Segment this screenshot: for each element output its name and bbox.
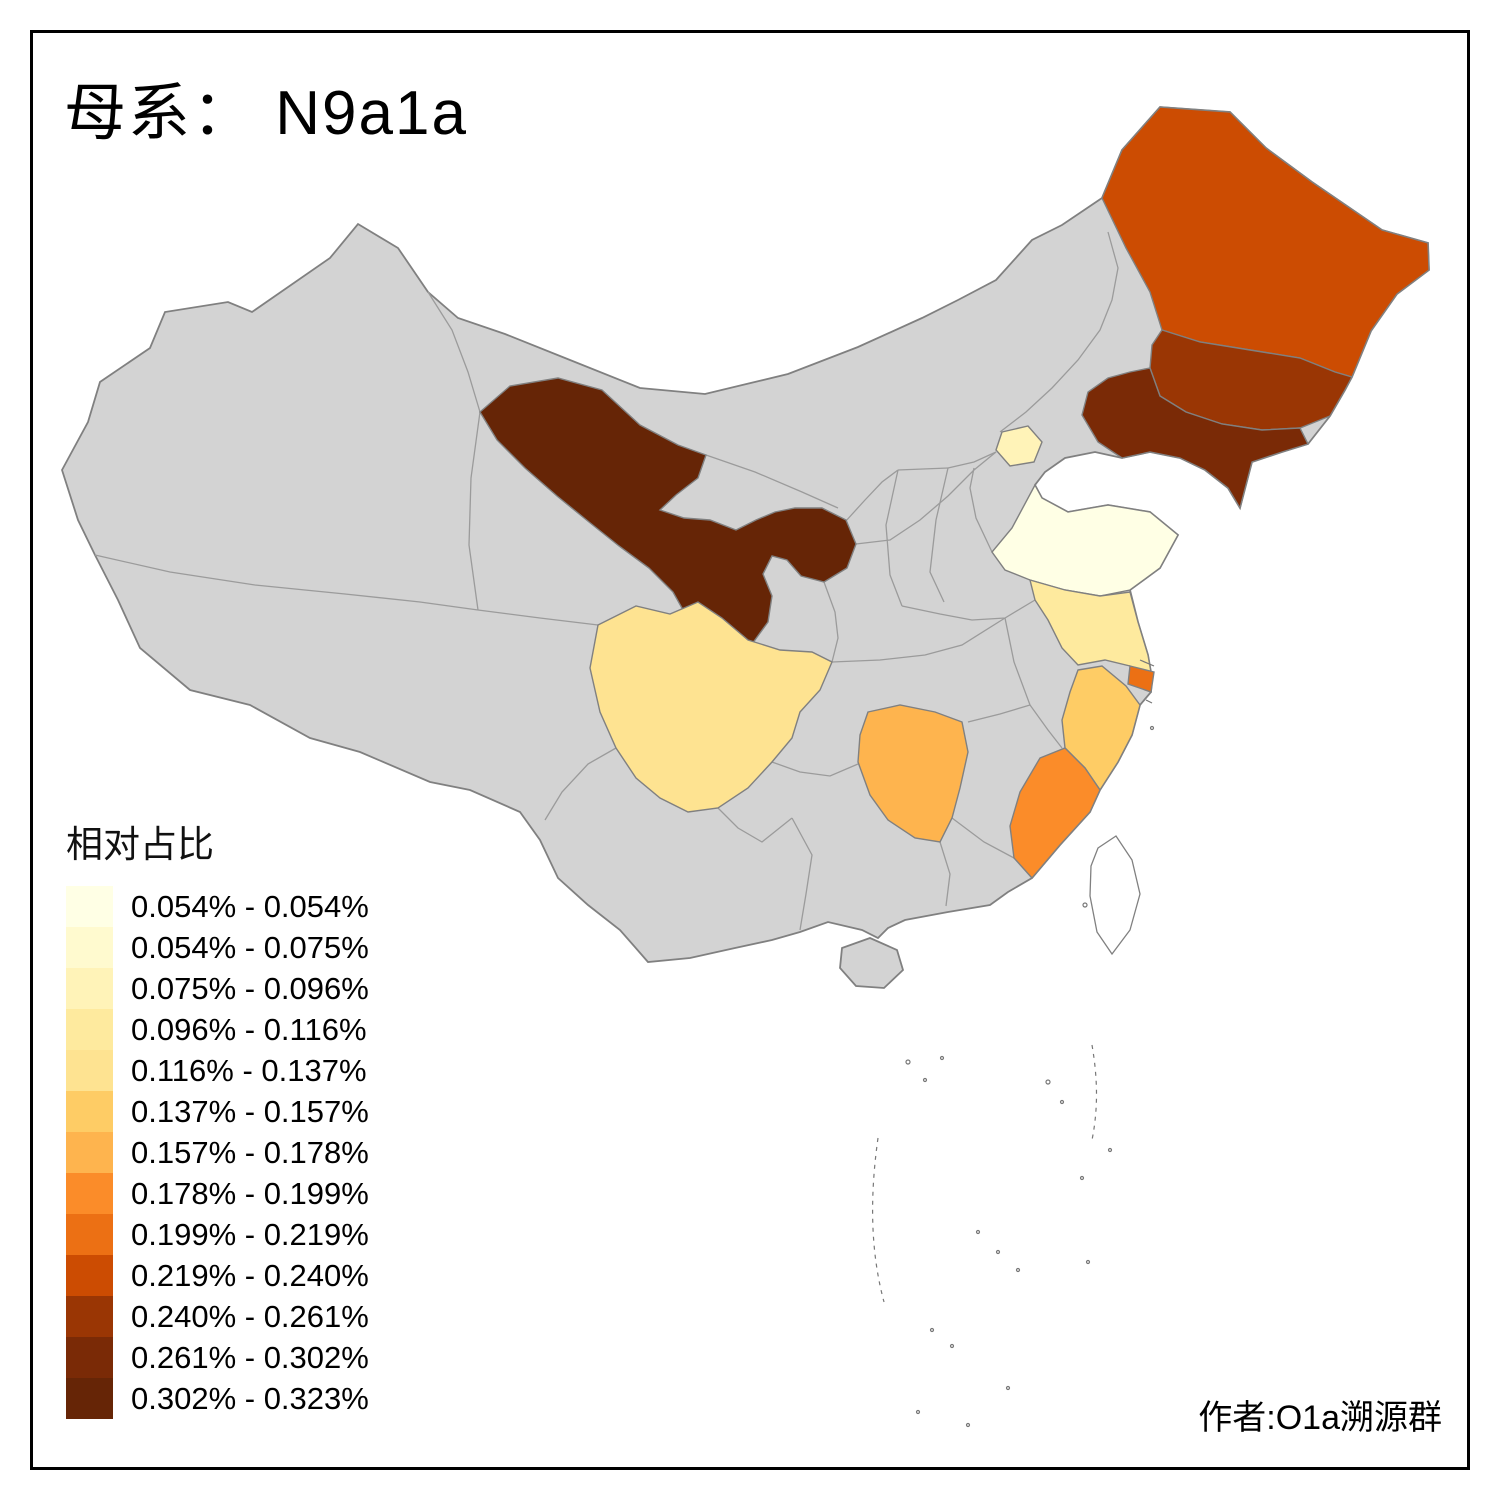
legend-label: 0.137% - 0.157% bbox=[131, 1093, 369, 1129]
taiwan-island bbox=[1089, 835, 1141, 956]
province-sichuan bbox=[589, 601, 833, 813]
legend-label: 0.054% - 0.054% bbox=[131, 888, 369, 924]
legend-swatch bbox=[66, 1173, 113, 1214]
legend-items: 0.054% - 0.054% 0.054% - 0.075% 0.075% - 0… bbox=[66, 886, 369, 1419]
province-shandong bbox=[991, 483, 1179, 597]
legend-item: 0.199% - 0.219% bbox=[66, 1214, 369, 1255]
sea-islets bbox=[872, 659, 1155, 1428]
legend-label: 0.178% - 0.199% bbox=[131, 1175, 369, 1211]
legend-label: 0.199% - 0.219% bbox=[131, 1216, 369, 1252]
province-zhejiang bbox=[1061, 665, 1141, 792]
legend-label: 0.157% - 0.178% bbox=[131, 1134, 369, 1170]
legend-swatch bbox=[66, 927, 113, 968]
legend-swatch bbox=[66, 1214, 113, 1255]
legend-title: 相对占比 bbox=[66, 824, 214, 865]
legend-item: 0.054% - 0.075% bbox=[66, 927, 369, 968]
legend-swatch bbox=[66, 1255, 113, 1296]
legend-item: 0.096% - 0.116% bbox=[66, 1009, 369, 1050]
legend-item: 0.116% - 0.137% bbox=[66, 1050, 369, 1091]
legend-item: 0.261% - 0.302% bbox=[66, 1337, 369, 1378]
province-liaoning bbox=[1081, 367, 1309, 510]
hainan-island bbox=[839, 937, 905, 989]
page-title: 母系： N9a1a bbox=[64, 79, 468, 148]
legend-item: 0.054% - 0.054% bbox=[66, 886, 369, 927]
legend-label: 0.075% - 0.096% bbox=[131, 970, 369, 1006]
legend-swatch bbox=[66, 1009, 113, 1050]
legend-label: 0.240% - 0.261% bbox=[131, 1298, 369, 1334]
legend-swatch bbox=[66, 1337, 113, 1378]
legend-swatch bbox=[66, 968, 113, 1009]
legend-item: 0.157% - 0.178% bbox=[66, 1132, 369, 1173]
legend-swatch bbox=[66, 1296, 113, 1337]
legend-swatch bbox=[66, 1050, 113, 1091]
province-shanghai bbox=[1127, 665, 1155, 693]
province-fujian bbox=[1009, 747, 1101, 880]
legend-label: 0.261% - 0.302% bbox=[131, 1339, 369, 1375]
author-credit: 作者:O1a溯源群 bbox=[1198, 1399, 1442, 1437]
province-hunan bbox=[857, 704, 969, 843]
legend-swatch bbox=[66, 1378, 113, 1419]
colored-provinces bbox=[479, 106, 1430, 880]
legend-label: 0.219% - 0.240% bbox=[131, 1257, 369, 1293]
legend-item: 0.075% - 0.096% bbox=[66, 968, 369, 1009]
legend-label: 0.096% - 0.116% bbox=[131, 1011, 367, 1047]
legend-label: 0.302% - 0.323% bbox=[131, 1380, 369, 1416]
legend-swatch bbox=[66, 886, 113, 927]
legend-item: 0.178% - 0.199% bbox=[66, 1173, 369, 1214]
legend-item: 0.219% - 0.240% bbox=[66, 1255, 369, 1296]
province-gansu bbox=[479, 377, 857, 653]
inner-province-borders bbox=[94, 231, 1119, 931]
legend-swatch bbox=[66, 1091, 113, 1132]
legend-swatch bbox=[66, 1132, 113, 1173]
legend: 相对占比 0.054% - 0.054% 0.054% - 0.075% 0.075… bbox=[66, 814, 369, 1419]
legend-item: 0.137% - 0.157% bbox=[66, 1091, 369, 1132]
legend-label: 0.054% - 0.075% bbox=[131, 929, 369, 965]
legend-item: 0.302% - 0.323% bbox=[66, 1378, 369, 1419]
province-beijing bbox=[995, 425, 1043, 467]
legend-item: 0.240% - 0.261% bbox=[66, 1296, 369, 1337]
legend-label: 0.116% - 0.137% bbox=[131, 1052, 367, 1088]
